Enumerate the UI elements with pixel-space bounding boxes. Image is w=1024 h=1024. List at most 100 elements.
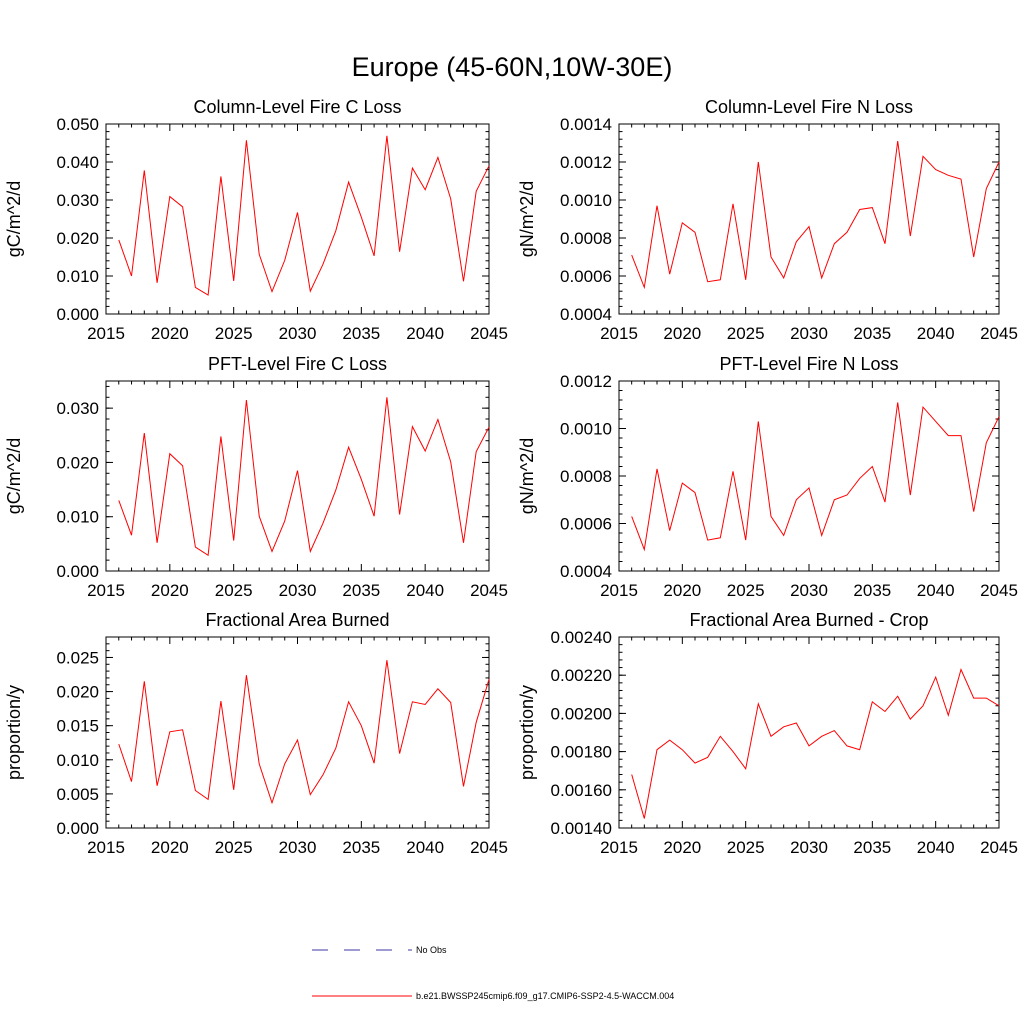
x-tick-label: 2020: [151, 581, 189, 600]
x-tick-label: 2015: [600, 838, 638, 857]
plot-frame: [618, 636, 1000, 829]
legend-label-no-obs: No Obs: [416, 945, 447, 955]
legend-label-model: b.e21.BWSSP245cmip6.f09_g17.CMIP6-SSP2-4…: [416, 991, 674, 1001]
x-tick-label: 2025: [215, 581, 253, 600]
plot-frame: [618, 380, 1000, 572]
x-tick-label: 2045: [470, 838, 508, 857]
y-tick-label: 0.0012: [560, 372, 612, 391]
panel-title: Fractional Area Burned - Crop: [689, 610, 928, 630]
y-tick-label: 0.020: [56, 683, 99, 702]
y-tick-label: 0.000: [56, 819, 99, 838]
panel-4: PFT-Level Fire N Loss 2015 2020 2025 2030 203…: [517, 354, 1018, 600]
panel-6: Fractional Area Burned - Crop 2015 2020 202…: [517, 610, 1018, 857]
x-tick-label: 2045: [980, 838, 1018, 857]
y-axis-label: gC/m^2/d: [4, 181, 24, 257]
x-tick-label: 2015: [87, 324, 125, 343]
x-tick-label: 2025: [215, 324, 253, 343]
panel-2: Column-Level Fire N Loss 2015 2020 2025 2030…: [517, 97, 1018, 343]
x-tick-label: 2040: [406, 838, 444, 857]
y-tick-label: 0.00140: [551, 819, 612, 838]
figure-title: Europe (45-60N,10W-30E): [352, 52, 673, 82]
x-tick-label: 2030: [790, 581, 828, 600]
x-tick-label: 2020: [663, 838, 701, 857]
panel-5: Fractional Area Burned 2015 2020 2025 2030 20…: [4, 610, 508, 857]
y-tick-label: 0.0010: [560, 191, 612, 210]
x-tick-label: 2040: [406, 324, 444, 343]
y-axis-label: gN/m^2/d: [517, 438, 537, 514]
x-tick-label: 2020: [663, 324, 701, 343]
x-tick-label: 2040: [917, 838, 955, 857]
y-tick-label: 0.0008: [560, 229, 612, 248]
plot-frame: [105, 636, 490, 829]
y-tick-label: 0.015: [56, 717, 99, 736]
x-tick-label: 2045: [470, 581, 508, 600]
x-tick-label: 2040: [917, 324, 955, 343]
x-tick-label: 2025: [727, 581, 765, 600]
y-axis-label: gC/m^2/d: [4, 438, 24, 514]
x-tick-label: 2045: [980, 324, 1018, 343]
y-tick-label: 0.00240: [551, 628, 612, 647]
x-tick-label: 2020: [151, 324, 189, 343]
y-tick-label: 0.010: [56, 508, 99, 527]
y-tick-label: 0.050: [56, 115, 99, 134]
y-tick-label: 0.0004: [560, 562, 612, 581]
legend: No Obs b.e21.BWSSP245cmip6.f09_g17.CMIP6…: [312, 945, 674, 1001]
y-tick-label: 0.000: [56, 305, 99, 324]
x-tick-label: 2035: [853, 581, 891, 600]
y-tick-label: 0.0006: [560, 515, 612, 534]
x-tick-label: 2020: [663, 581, 701, 600]
x-tick-label: 2030: [279, 324, 317, 343]
y-tick-label: 0.00180: [551, 743, 612, 762]
y-tick-label: 0.020: [56, 229, 99, 248]
x-tick-label: 2035: [853, 838, 891, 857]
x-tick-label: 2025: [215, 838, 253, 857]
y-tick-label: 0.0006: [560, 267, 612, 286]
x-tick-label: 2035: [342, 581, 380, 600]
plot-frame: [105, 123, 490, 315]
x-tick-label: 2035: [342, 838, 380, 857]
x-tick-label: 2045: [980, 581, 1018, 600]
y-axis-label: gN/m^2/d: [517, 181, 537, 257]
y-tick-label: 0.010: [56, 751, 99, 770]
series-line: [631, 402, 1000, 552]
y-tick-label: 0.010: [56, 267, 99, 286]
y-tick-label: 0.0010: [560, 420, 612, 439]
y-tick-label: 0.020: [56, 453, 99, 472]
x-tick-label: 2025: [727, 838, 765, 857]
series-line: [118, 135, 490, 296]
y-axis-label: proportion/y: [517, 685, 537, 780]
y-tick-label: 0.000: [56, 562, 99, 581]
panel-title: Column-Level Fire N Loss: [705, 97, 913, 117]
x-tick-label: 2020: [151, 838, 189, 857]
x-tick-label: 2030: [279, 581, 317, 600]
y-tick-label: 0.0014: [560, 115, 612, 134]
panel-1: Column-Level Fire C Loss 2015 2020 2025 2030…: [4, 97, 508, 343]
y-tick-label: 0.00220: [551, 666, 612, 685]
panel-title: PFT-Level Fire N Loss: [719, 354, 898, 374]
y-tick-label: 0.0008: [560, 467, 612, 486]
y-tick-label: 0.00160: [551, 781, 612, 800]
y-tick-label: 0.040: [56, 153, 99, 172]
panel-title: Fractional Area Burned: [205, 610, 389, 630]
panel-3: PFT-Level Fire C Loss 2015 2020 2025 2030 203…: [4, 354, 508, 600]
y-tick-label: 0.005: [56, 785, 99, 804]
y-tick-label: 0.025: [56, 648, 99, 667]
x-tick-label: 2035: [342, 324, 380, 343]
x-tick-label: 2030: [279, 838, 317, 857]
panel-title: Column-Level Fire C Loss: [193, 97, 401, 117]
y-tick-label: 0.0012: [560, 153, 612, 172]
plot-frame: [105, 380, 490, 572]
x-tick-label: 2015: [87, 838, 125, 857]
x-tick-label: 2030: [790, 324, 828, 343]
series-line: [631, 141, 1000, 290]
y-tick-label: 0.030: [56, 191, 99, 210]
x-tick-label: 2040: [917, 581, 955, 600]
x-tick-label: 2015: [600, 324, 638, 343]
series-line: [631, 668, 1000, 819]
y-tick-label: 0.0004: [560, 305, 612, 324]
x-tick-label: 2045: [470, 324, 508, 343]
x-tick-label: 2015: [600, 581, 638, 600]
y-tick-label: 0.00200: [551, 704, 612, 723]
plot-frame: [618, 123, 1000, 315]
